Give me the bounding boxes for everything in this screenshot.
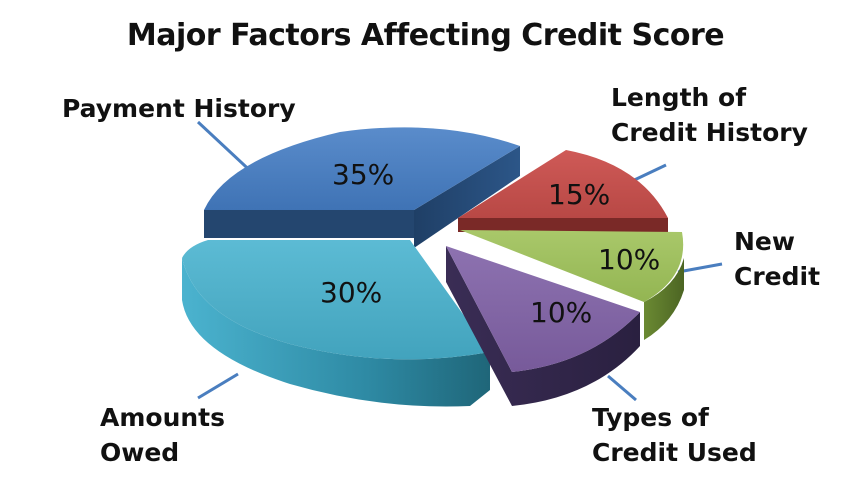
slice-new-credit [460, 230, 684, 340]
slice-payment-history-top [204, 127, 520, 210]
slice-amounts-owed-side [182, 258, 490, 407]
label-amounts-owed: Amounts Owed [100, 400, 225, 470]
slice-types-of-credit-used [446, 246, 640, 406]
label-line: Credit History [611, 118, 808, 147]
slice-amounts-owed-top [182, 240, 490, 360]
label-line: Owed [100, 438, 180, 467]
leader-line-new-credit [677, 262, 723, 274]
slice-new-credit-side [644, 258, 684, 340]
value-label-amounts-owed: 30% [320, 276, 383, 309]
label-line: Length of [611, 83, 747, 112]
label-payment-history-text: Payment History [62, 94, 296, 123]
slice-new-credit-top [460, 230, 684, 302]
value-label-new-credit: 10% [598, 243, 661, 276]
chart-title: Major Factors Affecting Credit Score [126, 18, 725, 53]
value-label-length-of-credit-history: 15% [548, 178, 611, 211]
label-length-of-credit-history: Length of Credit History [611, 80, 808, 150]
slice-amounts-owed [182, 240, 490, 407]
label-line: Credit [734, 262, 821, 291]
slice-payment-history [204, 127, 520, 248]
label-line: Credit Used [592, 438, 757, 467]
label-new-credit: New Credit [734, 224, 820, 294]
label-payment-history: Payment History [62, 91, 296, 126]
leader-line-types-of-credit-used [607, 374, 637, 402]
slice-payment-history-side [204, 210, 414, 238]
value-label-payment-history: 35% [332, 158, 395, 191]
label-line: Amounts [100, 403, 225, 432]
leader-line-amounts-owed [197, 372, 239, 400]
slice-payment-history-cut-face [414, 146, 520, 248]
value-label-types-of-credit-used: 10% [530, 296, 593, 329]
slice-types-of-credit-used-side [446, 246, 640, 406]
label-line: Types of [592, 403, 709, 432]
label-line: New [734, 227, 795, 256]
slice-length-of-credit-history-side [458, 218, 668, 232]
slice-length-of-credit-history-top [458, 150, 668, 218]
label-types-of-credit-used: Types of Credit Used [592, 400, 757, 470]
slice-length-of-credit-history [458, 150, 668, 232]
slice-types-of-credit-used-top [446, 246, 640, 372]
